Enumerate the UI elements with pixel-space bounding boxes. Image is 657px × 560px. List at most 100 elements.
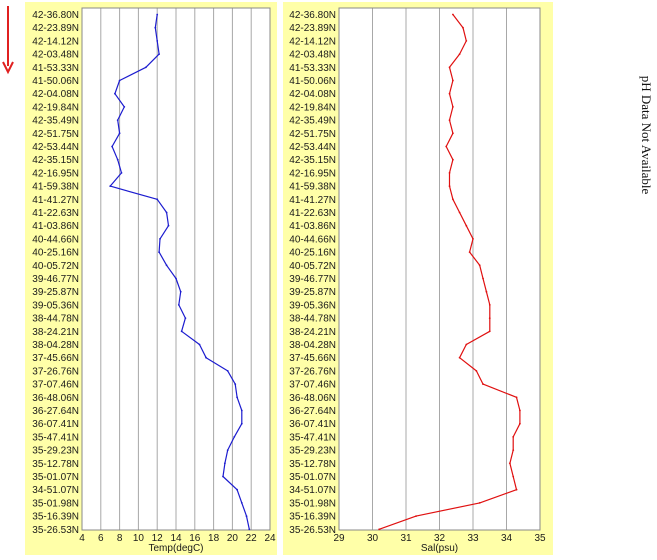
data-point <box>472 238 474 240</box>
salinity-panel: 42-36.80N 42-23.89N 42-14.12N 42-03.48N 41-5… <box>283 2 553 555</box>
x-tick-label: 10 <box>133 533 145 544</box>
data-point <box>448 172 451 174</box>
y-tick-label: 40-05.72N <box>32 261 79 272</box>
data-point <box>512 436 515 438</box>
ph-unavailable-note: pH Data Not Available <box>639 75 654 195</box>
y-tick-label: 42-36.80N <box>32 10 79 21</box>
data-point <box>475 370 478 372</box>
x-tick-label: 24 <box>264 533 276 544</box>
y-tick-label: 42-53.44N <box>32 142 79 153</box>
y-tick-label: 36-48.06N <box>289 393 336 404</box>
y-tick-label: 38-04.28N <box>289 340 336 351</box>
y-tick-label: 42-23.89N <box>32 23 79 34</box>
data-point <box>158 53 160 55</box>
data-point <box>120 172 123 174</box>
y-tick-label: 35-01.07N <box>289 472 336 483</box>
data-point <box>223 462 226 465</box>
data-point <box>452 132 454 135</box>
y-tick-label: 42-16.95N <box>289 168 336 179</box>
y-tick-label: 35-16.39N <box>32 512 79 523</box>
y-tick-label: 42-14.12N <box>32 36 79 47</box>
data-point <box>508 462 511 465</box>
data-point <box>519 409 521 412</box>
data-point <box>448 185 451 188</box>
x-tick-label: 16 <box>189 533 201 544</box>
temperature-panel: 42-36.80N 42-23.89N 42-14.12N 42-03.48N 41-5… <box>25 2 277 555</box>
data-point <box>184 317 187 319</box>
y-tick-label: 37-07.46N <box>289 380 336 391</box>
y-tick-label: 42-36.80N <box>289 10 336 21</box>
y-tick-label: 42-03.48N <box>289 50 336 61</box>
data-point <box>205 356 207 359</box>
y-tick-label: 42-35.15N <box>32 155 79 166</box>
y-tick-label: 35-01.98N <box>289 498 336 509</box>
x-tick-label: 6 <box>98 533 104 544</box>
y-tick-label: 42-14.12N <box>289 36 336 47</box>
data-point <box>236 396 239 399</box>
y-tick-label: 36-07.41N <box>289 419 336 430</box>
data-point <box>156 40 159 42</box>
y-tick-label: 37-26.76N <box>32 366 79 377</box>
data-point <box>478 502 481 504</box>
data-point <box>159 238 161 240</box>
data-point <box>226 449 229 451</box>
data-point <box>114 92 116 95</box>
y-tick-label: 35-26.53N <box>289 525 336 536</box>
y-tick-label: 41-41.27N <box>289 195 336 206</box>
data-point <box>458 53 461 55</box>
data-point <box>465 343 468 346</box>
data-point <box>109 185 112 188</box>
y-tick-label: 41-41.27N <box>32 195 79 206</box>
y-tick-label: 42-23.89N <box>289 23 336 34</box>
data-point <box>448 66 451 69</box>
y-tick-label: 41-53.33N <box>32 63 79 74</box>
data-point <box>240 502 243 504</box>
x-axis-label: Temp(degC) <box>148 543 203 554</box>
data-point <box>488 304 491 306</box>
x-tick-label: 32 <box>434 533 446 544</box>
x-tick-label: 33 <box>467 533 479 544</box>
y-tick-label: 34-51.07N <box>289 485 336 496</box>
y-tick-label: 40-44.66N <box>289 234 336 245</box>
y-tick-label: 37-26.76N <box>289 366 336 377</box>
y-tick-label: 42-51.75N <box>289 129 336 140</box>
data-point <box>116 158 119 161</box>
x-tick-label: 14 <box>170 533 182 544</box>
y-tick-label: 35-01.07N <box>32 472 79 483</box>
data-point <box>452 13 454 16</box>
x-tick-label: 31 <box>400 533 412 544</box>
y-tick-label: 35-47.41N <box>32 432 79 443</box>
y-tick-label: 35-12.78N <box>289 459 336 470</box>
x-tick-label: 22 <box>246 533 258 544</box>
y-tick-label: 39-05.36N <box>289 300 336 311</box>
y-tick-label: 42-19.84N <box>32 102 79 113</box>
salinity-series-line <box>378 14 521 530</box>
data-point <box>123 106 126 108</box>
y-tick-label: 35-12.78N <box>32 459 79 470</box>
y-tick-label: 41-59.38N <box>289 182 336 193</box>
y-tick-label: 38-44.78N <box>289 314 336 325</box>
x-tick-label: 18 <box>208 533 220 544</box>
down-arrow-head <box>2 61 14 75</box>
y-tick-label: 39-25.87N <box>289 287 336 298</box>
data-point <box>378 528 381 531</box>
x-tick-label: 8 <box>117 533 123 544</box>
plot-border <box>338 7 541 531</box>
data-point <box>445 145 448 148</box>
x-tick-label: 34 <box>501 533 513 544</box>
data-point <box>515 396 518 399</box>
y-tick-label: 42-51.75N <box>32 129 79 140</box>
data-point <box>482 277 484 280</box>
data-point <box>519 422 521 425</box>
y-tick-label: 41-03.86N <box>32 221 79 232</box>
data-point <box>465 40 468 42</box>
data-point <box>515 488 518 491</box>
x-tick-label: 30 <box>367 533 379 544</box>
y-tick-label: 35-29.23N <box>289 446 336 457</box>
y-tick-label: 36-27.64N <box>32 406 79 417</box>
y-tick-label: 35-16.39N <box>289 512 336 523</box>
data-point <box>448 119 451 121</box>
y-tick-label: 40-25.16N <box>32 248 79 259</box>
x-tick-label: 29 <box>333 533 345 544</box>
